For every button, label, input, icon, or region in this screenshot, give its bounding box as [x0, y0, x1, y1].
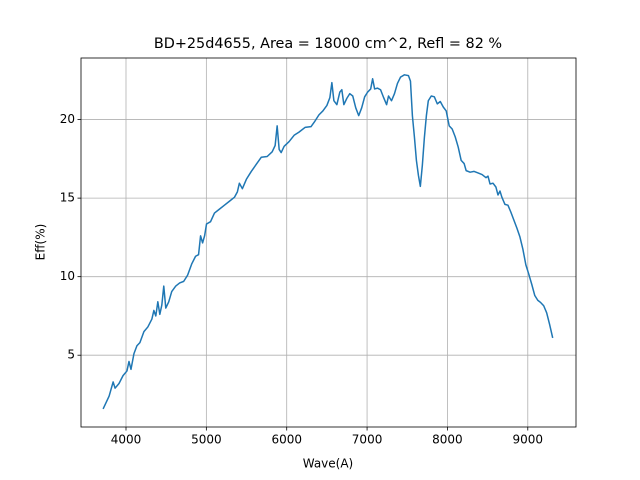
y-tick-label: 15 — [60, 191, 75, 205]
chart-title: BD+25d4655, Area = 18000 cm^2, Refl = 82… — [154, 36, 502, 52]
data-line — [102, 74, 554, 410]
x-tick-label: 6000 — [271, 433, 302, 447]
x-tick-label: 4000 — [111, 433, 142, 447]
y-axis-label: Eff(%) — [34, 224, 48, 261]
y-tick-label: 20 — [60, 112, 75, 126]
x-tick-label: 8000 — [432, 433, 463, 447]
x-tick-label: 7000 — [352, 433, 383, 447]
y-tick-label: 5 — [67, 348, 75, 362]
x-tick-label: 5000 — [191, 433, 222, 447]
x-tick-label: 9000 — [513, 433, 544, 447]
plot-frame — [80, 57, 577, 428]
y-tick-label: 10 — [60, 269, 75, 283]
x-axis-label: Wave(A) — [303, 457, 354, 471]
